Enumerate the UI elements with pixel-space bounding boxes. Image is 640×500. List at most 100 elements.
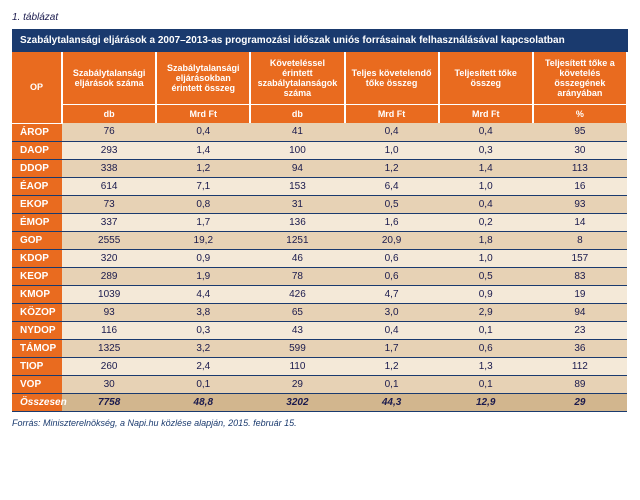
cell-value: 3,0 xyxy=(345,303,439,321)
cell-value: 1,4 xyxy=(156,141,250,159)
cell-value: 0,4 xyxy=(345,321,439,339)
row-op-label: ÉAOP xyxy=(12,177,62,195)
table-number-label: 1. táblázat xyxy=(12,12,628,23)
cell-value: 83 xyxy=(533,267,627,285)
cell-value: 0,1 xyxy=(439,375,533,393)
col-header-op: OP xyxy=(12,52,62,123)
cell-value: 1,7 xyxy=(345,339,439,357)
cell-value: 599 xyxy=(250,339,344,357)
table-row: KMOP10394,44264,70,919 xyxy=(12,285,627,303)
cell-value: 2,9 xyxy=(439,303,533,321)
cell-value: 153 xyxy=(250,177,344,195)
cell-value: 614 xyxy=(62,177,156,195)
cell-value: 1,7 xyxy=(156,213,250,231)
table-row: ÉAOP6147,11536,41,016 xyxy=(12,177,627,195)
cell-value: 16 xyxy=(533,177,627,195)
cell-value: 1,0 xyxy=(345,141,439,159)
cell-value: 8 xyxy=(533,231,627,249)
cell-value: 0,9 xyxy=(439,285,533,303)
cell-value: 12,9 xyxy=(439,393,533,411)
cell-value: 0,5 xyxy=(345,195,439,213)
table-row: DDOP3381,2941,21,4113 xyxy=(12,159,627,177)
cell-value: 2555 xyxy=(62,231,156,249)
row-op-label: Összesen xyxy=(12,393,62,411)
col-header-4: Teljes követelendő tőke összeg xyxy=(345,52,439,105)
cell-value: 1,9 xyxy=(156,267,250,285)
table-row: ÁROP760,4410,40,495 xyxy=(12,123,627,141)
row-op-label: TIOP xyxy=(12,357,62,375)
cell-value: 14 xyxy=(533,213,627,231)
row-op-label: VOP xyxy=(12,375,62,393)
cell-value: 73 xyxy=(62,195,156,213)
cell-value: 320 xyxy=(62,249,156,267)
cell-value: 2,4 xyxy=(156,357,250,375)
cell-value: 0,5 xyxy=(439,267,533,285)
cell-value: 0,4 xyxy=(156,123,250,141)
cell-value: 0,2 xyxy=(439,213,533,231)
col-header-6: Teljesített tőke a követelés összegének … xyxy=(533,52,627,105)
cell-value: 157 xyxy=(533,249,627,267)
cell-value: 89 xyxy=(533,375,627,393)
cell-value: 65 xyxy=(250,303,344,321)
cell-value: 3,2 xyxy=(156,339,250,357)
source-note: Forrás: Miniszterelnökség, a Napi.hu köz… xyxy=(12,418,628,428)
cell-value: 36 xyxy=(533,339,627,357)
row-op-label: KMOP xyxy=(12,285,62,303)
cell-value: 1,0 xyxy=(439,249,533,267)
unit-header-1: db xyxy=(62,105,156,124)
cell-value: 1,2 xyxy=(345,159,439,177)
row-op-label: KDOP xyxy=(12,249,62,267)
row-op-label: ÁROP xyxy=(12,123,62,141)
data-table: OP Szabálytalansági eljárások száma Szab… xyxy=(12,52,628,412)
cell-value: 100 xyxy=(250,141,344,159)
cell-value: 6,4 xyxy=(345,177,439,195)
cell-value: 7758 xyxy=(62,393,156,411)
cell-value: 7,1 xyxy=(156,177,250,195)
cell-value: 0,1 xyxy=(439,321,533,339)
cell-value: 1251 xyxy=(250,231,344,249)
table-row: EKOP730,8310,50,493 xyxy=(12,195,627,213)
cell-value: 19 xyxy=(533,285,627,303)
cell-value: 4,7 xyxy=(345,285,439,303)
row-op-label: GOP xyxy=(12,231,62,249)
col-header-2: Szabálytalansági eljárásokban érintett ö… xyxy=(156,52,250,105)
table-row: GOP255519,2125120,91,88 xyxy=(12,231,627,249)
cell-value: 76 xyxy=(62,123,156,141)
cell-value: 1,2 xyxy=(345,357,439,375)
row-op-label: KEOP xyxy=(12,267,62,285)
cell-value: 78 xyxy=(250,267,344,285)
cell-value: 4,4 xyxy=(156,285,250,303)
cell-value: 93 xyxy=(533,195,627,213)
row-op-label: TÁMOP xyxy=(12,339,62,357)
row-op-label: KÖZOP xyxy=(12,303,62,321)
table-row: KÖZOP933,8653,02,994 xyxy=(12,303,627,321)
cell-value: 23 xyxy=(533,321,627,339)
cell-value: 30 xyxy=(62,375,156,393)
cell-value: 0,1 xyxy=(345,375,439,393)
table-row: TÁMOP13253,25991,70,636 xyxy=(12,339,627,357)
unit-header-5: Mrd Ft xyxy=(439,105,533,124)
cell-value: 20,9 xyxy=(345,231,439,249)
cell-value: 1,0 xyxy=(439,177,533,195)
unit-header-6: % xyxy=(533,105,627,124)
cell-value: 44,3 xyxy=(345,393,439,411)
cell-value: 110 xyxy=(250,357,344,375)
cell-value: 426 xyxy=(250,285,344,303)
table-row-total: Összesen775848,8320244,312,929 xyxy=(12,393,627,411)
row-op-label: DAOP xyxy=(12,141,62,159)
cell-value: 260 xyxy=(62,357,156,375)
cell-value: 1039 xyxy=(62,285,156,303)
unit-header-4: Mrd Ft xyxy=(345,105,439,124)
cell-value: 0,6 xyxy=(439,339,533,357)
cell-value: 136 xyxy=(250,213,344,231)
row-op-label: ÉMOP xyxy=(12,213,62,231)
col-header-5: Teljesített tőke összeg xyxy=(439,52,533,105)
cell-value: 289 xyxy=(62,267,156,285)
unit-header-2: Mrd Ft xyxy=(156,105,250,124)
cell-value: 112 xyxy=(533,357,627,375)
cell-value: 43 xyxy=(250,321,344,339)
cell-value: 0,3 xyxy=(156,321,250,339)
cell-value: 0,4 xyxy=(439,123,533,141)
cell-value: 293 xyxy=(62,141,156,159)
cell-value: 1,3 xyxy=(439,357,533,375)
